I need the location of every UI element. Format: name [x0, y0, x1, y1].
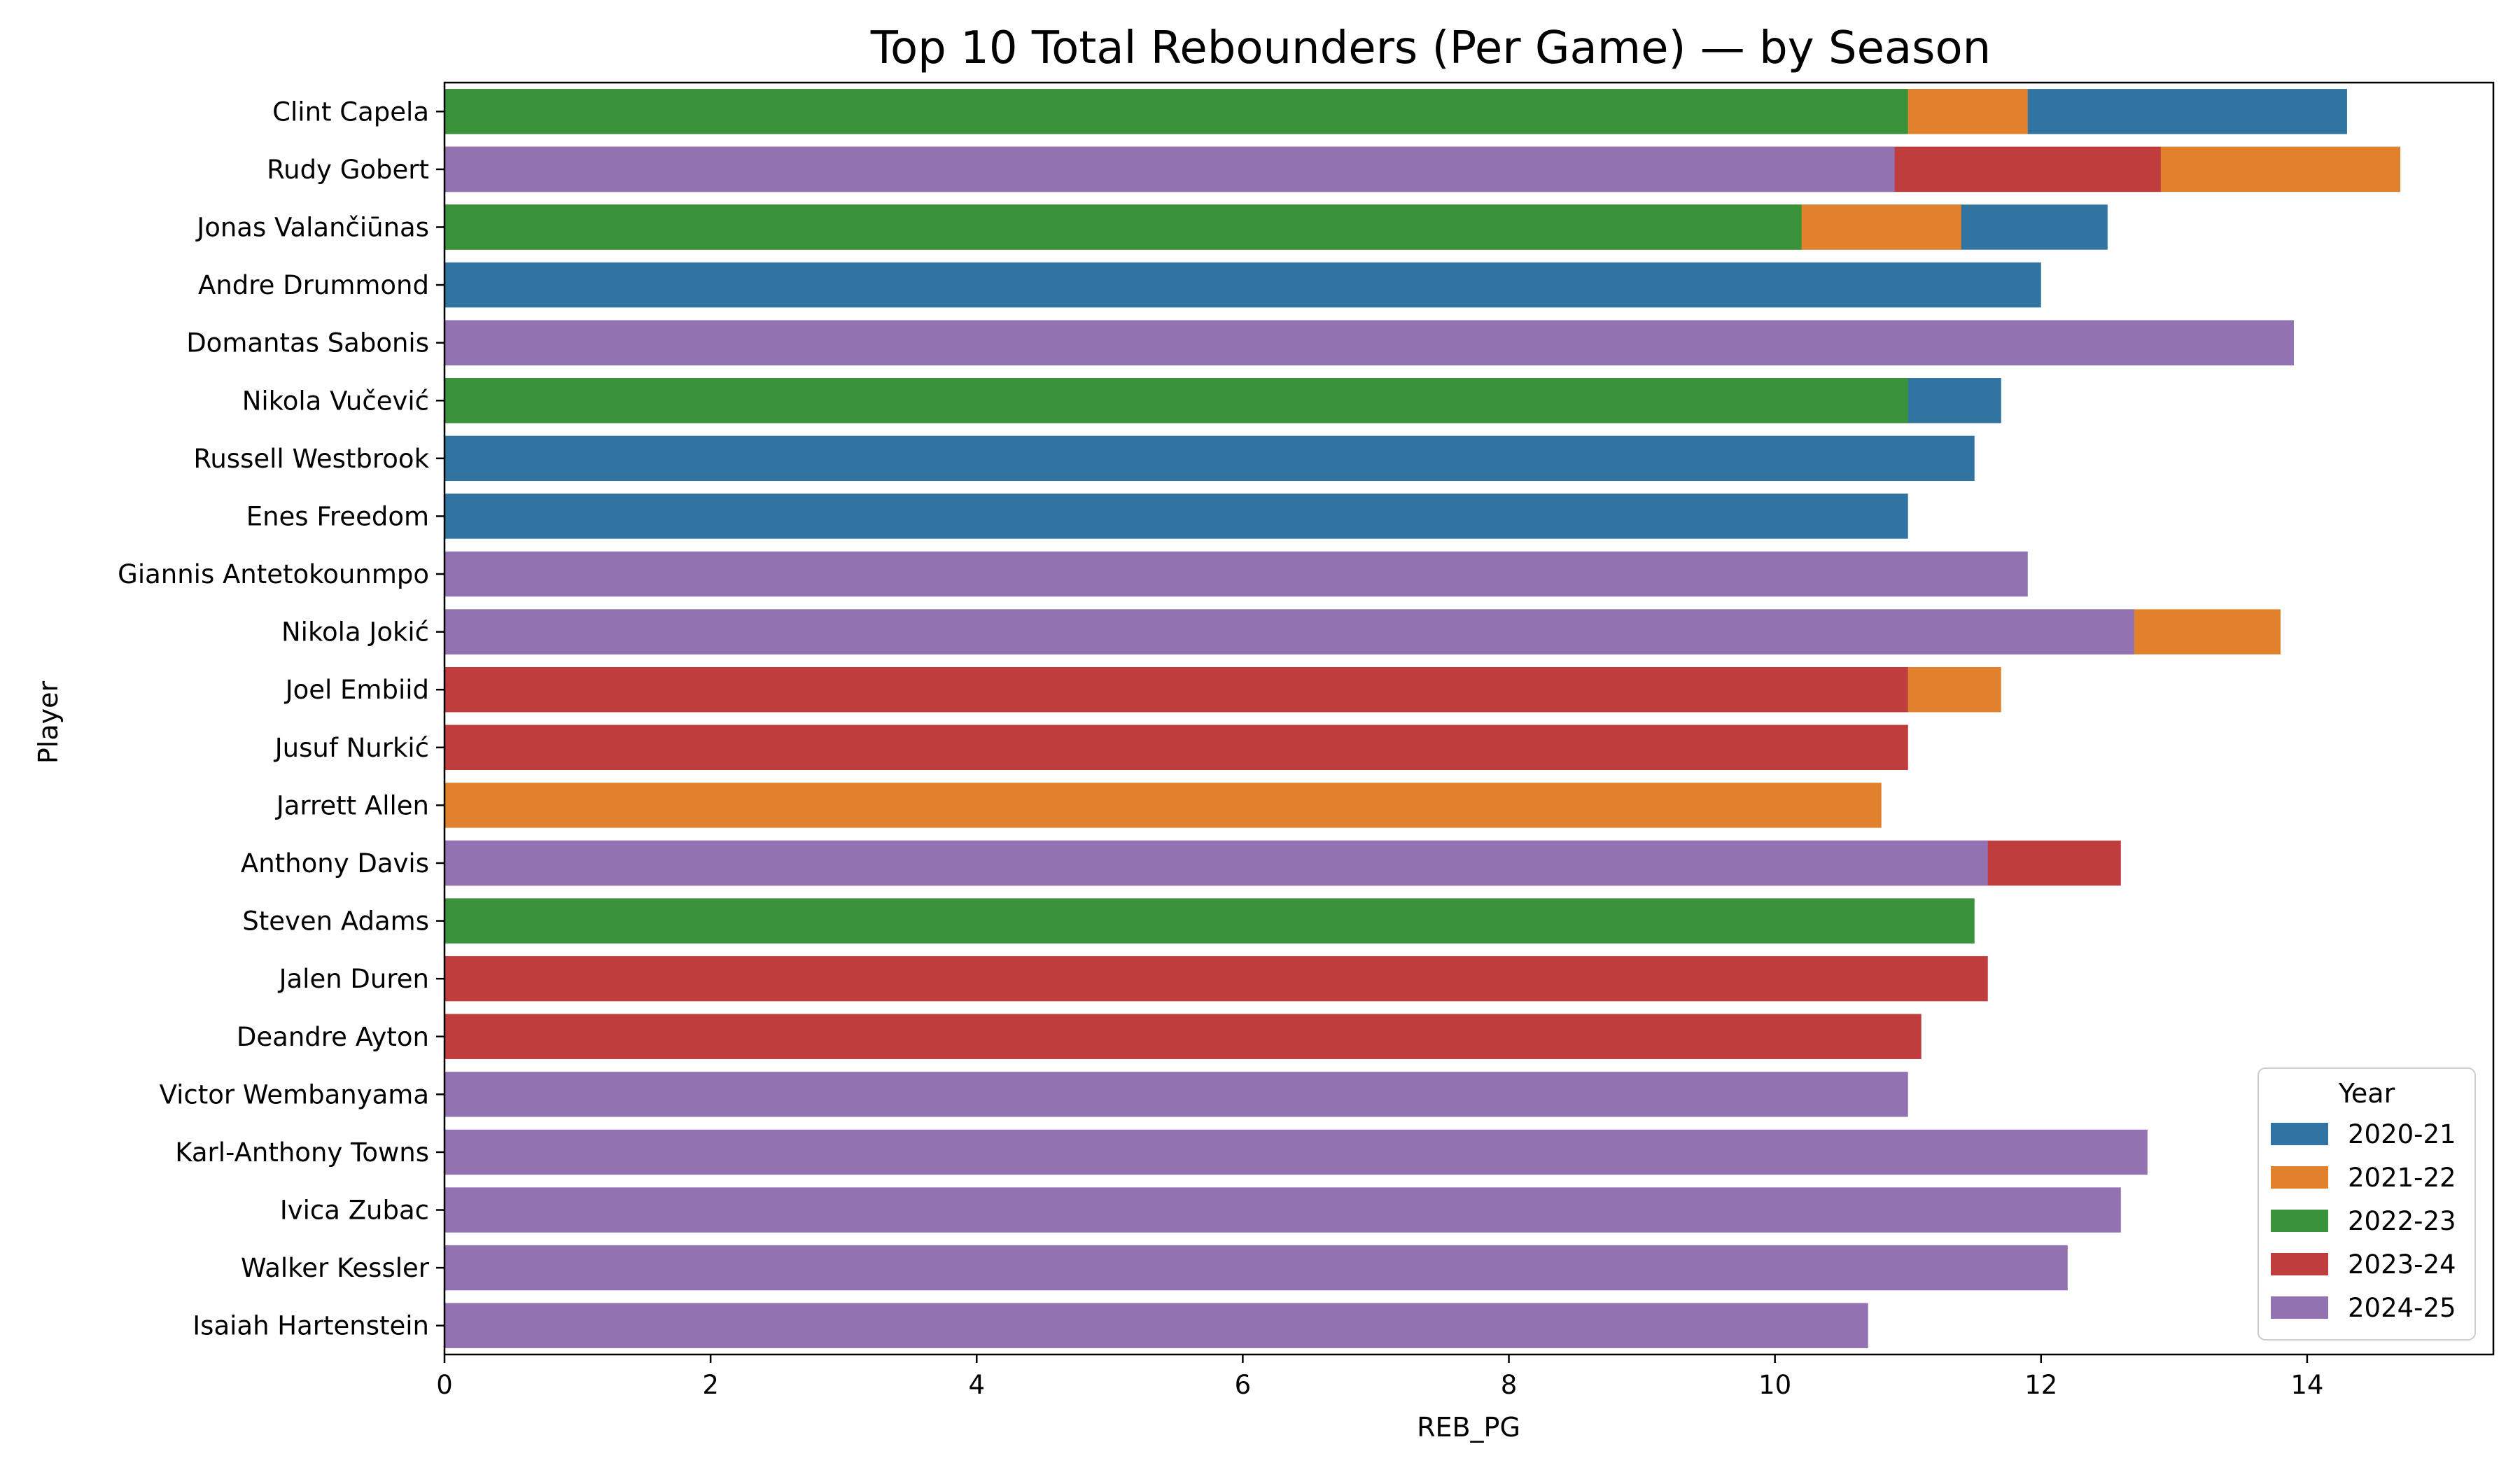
- legend-label-2022-23: 2022-23: [2348, 1206, 2456, 1236]
- x-tick-label: 4: [968, 1370, 985, 1400]
- y-tick-label: Nikola Jokić: [281, 617, 429, 648]
- y-tick-label: Jarrett Allen: [275, 790, 429, 820]
- x-tick-label: 12: [2024, 1370, 2057, 1400]
- legend-swatch-2021-22: [2271, 1166, 2328, 1189]
- legend-label-2024-25: 2024-25: [2348, 1293, 2456, 1323]
- legend-swatch-2020-21: [2271, 1123, 2328, 1145]
- bar-2023-24-deandre-ayton: [444, 1014, 1921, 1059]
- bar-2024-25-walker-kessler: [444, 1245, 2068, 1291]
- bar-2020-21-enes-freedom: [444, 493, 1908, 539]
- y-tick-label: Russell Westbrook: [193, 444, 429, 474]
- chart-title: Top 10 Total Rebounders (Per Game) — by …: [870, 22, 1991, 74]
- y-tick-label: Giannis Antetokounmpo: [118, 559, 429, 589]
- x-tick-label: 6: [1235, 1370, 1252, 1400]
- y-tick-label: Anthony Davis: [241, 848, 429, 878]
- y-tick-label: Karl-Anthony Towns: [175, 1138, 429, 1168]
- bar-2020-21-russell-westbrook: [444, 435, 1975, 482]
- bar-2021-22-jarrett-allen: [444, 783, 1882, 828]
- x-tick-label: 10: [1758, 1370, 1791, 1400]
- y-tick-label: Domantas Sabonis: [186, 328, 429, 358]
- y-tick-label: Steven Adams: [242, 906, 429, 937]
- x-tick-label: 8: [1501, 1370, 1518, 1400]
- y-tick-label: Joel Embiid: [284, 675, 429, 705]
- bar-2023-24-jalen-duren: [444, 955, 1988, 1002]
- bar-2023-24-jusuf-nurki-: [444, 724, 1908, 771]
- plot-frame: [443, 81, 2495, 1356]
- bar-2024-25-ivica-zubac: [444, 1187, 2121, 1233]
- bar-2022-23-steven-adams: [444, 898, 1975, 944]
- bar-2024-25-domantas-sabonis: [444, 320, 2294, 365]
- bar-2024-25-giannis-antetokounmpo: [444, 551, 2028, 597]
- bar-2024-25-nikola-joki-: [444, 609, 2134, 654]
- y-tick-label: Isaiah Hartenstein: [192, 1311, 429, 1341]
- bar-2024-25-karl-anthony-towns: [444, 1129, 2148, 1175]
- bar-2022-23-jonas-valan-i-nas: [444, 204, 1802, 250]
- legend-swatch-2024-25: [2271, 1296, 2328, 1319]
- y-tick-label: Rudy Gobert: [267, 155, 429, 185]
- axes-layer: 0 2 4 6 8 10 12 14 Clint Capela Rudy Gobert Jonas …: [118, 81, 2495, 1400]
- y-tick-label: Jonas Valančiūnas: [195, 212, 429, 242]
- legend-label-2020-21: 2020-21: [2348, 1119, 2456, 1149]
- bar-2022-23-nikola-vu-evi-: [444, 378, 1908, 424]
- bars-layer: [444, 89, 2400, 1348]
- y-tick-label: Deandre Ayton: [237, 1022, 429, 1052]
- bar-2020-21-andre-drummond: [444, 262, 2041, 308]
- x-axis-label: REB_PG: [1417, 1412, 1520, 1443]
- legend-swatch-2023-24: [2271, 1253, 2328, 1275]
- x-tick-label: 14: [2290, 1370, 2323, 1400]
- x-tick-label: 2: [702, 1370, 719, 1400]
- y-tick-label: Enes Freedom: [246, 501, 429, 531]
- y-tick-label: Nikola Vučević: [242, 386, 429, 416]
- legend-items: 2020-21 2021-22 2022-23 2023-24 2024-25: [2271, 1119, 2456, 1323]
- y-tick-label: Clint Capela: [272, 97, 429, 127]
- legend-label-2023-24: 2023-24: [2348, 1250, 2456, 1280]
- legend-swatch-2022-23: [2271, 1210, 2328, 1232]
- legend-title: Year: [2338, 1078, 2395, 1109]
- bar-2024-25-victor-wembanyama: [444, 1072, 1908, 1117]
- y-tick-label: Victor Wembanyama: [160, 1079, 429, 1110]
- y-tick-label: Ivica Zubac: [280, 1196, 429, 1226]
- legend-label-2021-22: 2021-22: [2348, 1163, 2456, 1193]
- y-tick-label: Andre Drummond: [198, 270, 429, 300]
- bar-2024-25-anthony-davis: [444, 840, 1988, 886]
- y-tick-label: Walker Kessler: [241, 1253, 430, 1283]
- legend: Year 2020-21 2021-22 2022-23 2023-24 2024-25: [2258, 1068, 2476, 1340]
- bar-2024-25-isaiah-hartenstein: [444, 1303, 1868, 1348]
- x-tick-label: 0: [436, 1370, 453, 1400]
- bar-2024-25-rudy-gobert: [444, 146, 1895, 192]
- y-axis-label: Player: [33, 680, 64, 764]
- bar-2023-24-joel-embiid: [444, 666, 1908, 713]
- bar-2022-23-clint-capela: [444, 89, 1908, 134]
- y-tick-label: Jalen Duren: [278, 964, 429, 994]
- y-tick-label: Jusuf Nurkić: [274, 733, 429, 763]
